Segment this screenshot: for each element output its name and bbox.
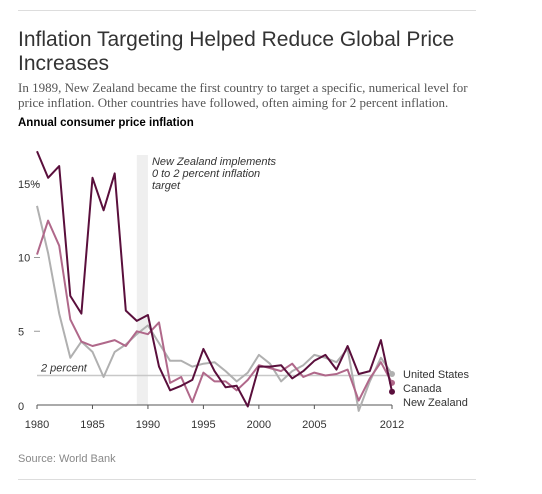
- top-rule: [18, 10, 476, 11]
- new-zealand-line: [36, 150, 393, 408]
- annotation-line-3: target: [152, 180, 181, 192]
- chart-label: Annual consumer price inflation: [18, 117, 194, 129]
- y-tick-label-5: 5: [18, 326, 24, 338]
- x-tick-label-2000: 2000: [247, 419, 271, 431]
- y-tick-label-0: 0: [18, 401, 24, 413]
- y-tick-label-15: 15%: [18, 179, 40, 191]
- chart-title: Inflation Targeting Helped Reduce Global…: [18, 28, 455, 75]
- x-tick-label-2005: 2005: [302, 419, 326, 431]
- canada-line: [36, 219, 393, 404]
- new-zealand-end-marker: [389, 388, 395, 395]
- bottom-rule: [18, 479, 476, 480]
- target-adoption-band: [136, 155, 148, 405]
- source-note: Source: World Bank: [18, 453, 116, 465]
- new-zealand-label: New Zealand: [403, 397, 468, 409]
- x-tick-label-1980: 1980: [25, 419, 49, 431]
- x-tick-label-2012: 2012: [380, 419, 404, 431]
- annotation-line-1: New Zealand implements: [152, 156, 277, 168]
- x-tick-label-1995: 1995: [191, 419, 215, 431]
- chart-subtitle: In 1989, New Zealand became the first co…: [18, 80, 468, 110]
- united-states-end-marker: [389, 371, 395, 378]
- y-tick-label-10: 10: [18, 253, 30, 265]
- two-percent-label: 2 percent: [40, 363, 88, 375]
- united-states-label: United States: [403, 369, 470, 381]
- annotation-line-2: 0 to 2 percent inflation: [152, 168, 260, 180]
- x-tick-label-1990: 1990: [136, 419, 160, 431]
- x-tick-label-1985: 1985: [80, 419, 104, 431]
- canada-label: Canada: [403, 383, 442, 395]
- united-states-line: [36, 205, 393, 412]
